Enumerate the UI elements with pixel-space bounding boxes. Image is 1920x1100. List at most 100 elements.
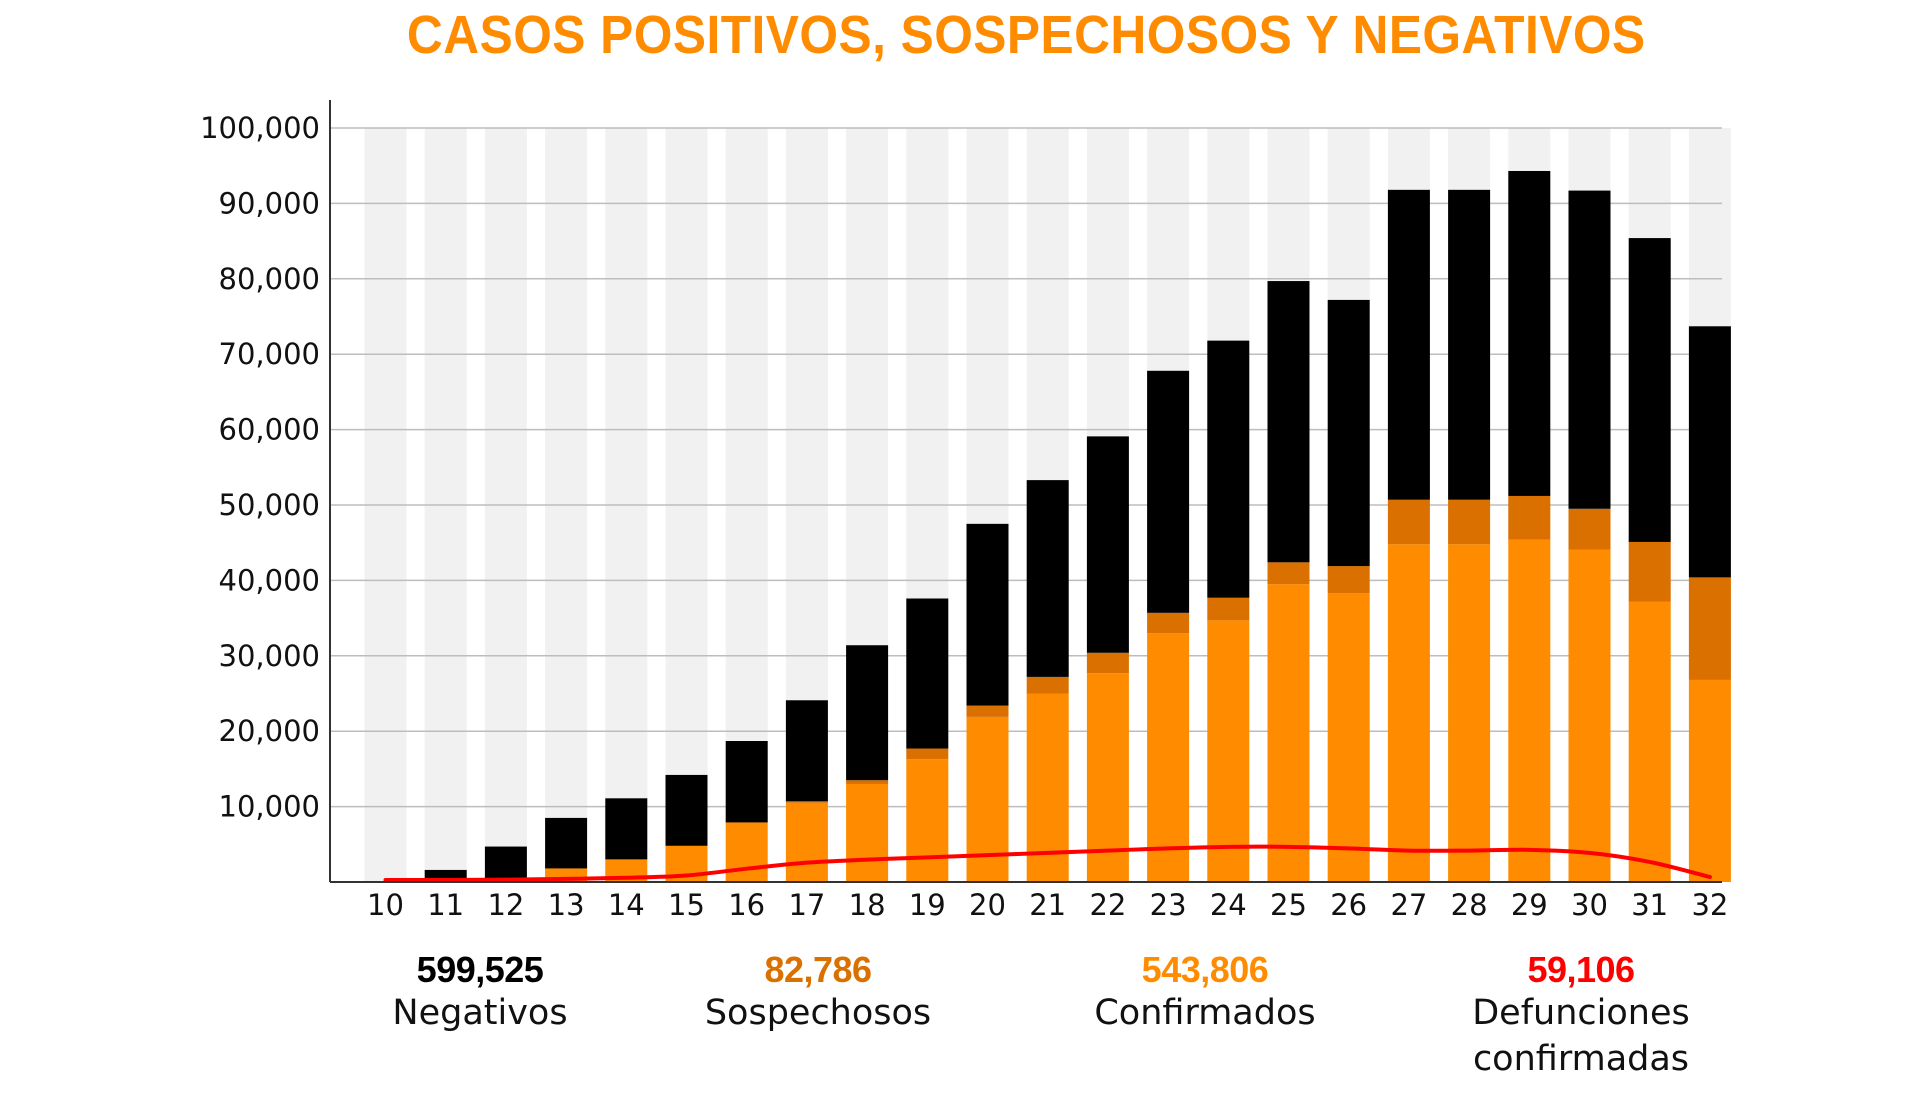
bar-negativos (484, 846, 527, 879)
bar-negativos (966, 523, 1009, 706)
x-tick-label: 10 (367, 888, 404, 922)
bar-confirmados (785, 802, 828, 882)
bar-confirmados (725, 822, 768, 882)
bar-confirmados (1508, 539, 1551, 882)
bar-sospechosos (906, 748, 949, 760)
x-tick-label: 15 (668, 888, 705, 922)
summary-defunciones: 59,106 Defunciones confirmadas (1431, 950, 1731, 1082)
y-tick-label: 70,000 (219, 337, 320, 371)
bar-sospechosos (1628, 541, 1671, 602)
bar-sospechosos (1327, 566, 1370, 594)
chart: 10,000 20,000 30,000 40,000 50,000 60,000 70,0… (200, 100, 1731, 922)
bar-confirmados (1568, 549, 1611, 882)
summary-confirmados: 543,806 Confirmados (1055, 950, 1355, 1036)
summary-value-negativos: 599,525 (416, 949, 544, 990)
y-tick-label: 10,000 (219, 790, 320, 824)
bar-sospechosos (1448, 499, 1491, 545)
summary-sospechosos: 82,786 Sospechosos (668, 950, 968, 1036)
y-tick-label: 40,000 (219, 563, 320, 597)
axes (329, 100, 1722, 883)
x-tick-label: 21 (1029, 888, 1066, 922)
bar-negativos (1568, 190, 1611, 509)
bar-negativos (725, 741, 768, 823)
bar-sospechosos (1508, 495, 1551, 540)
bar-sospechosos (1086, 652, 1129, 674)
bar-sospechosos (1267, 562, 1310, 585)
bar-negativos (545, 817, 588, 869)
bar-confirmados (1267, 584, 1310, 882)
bar-negativos (1448, 189, 1491, 500)
summary-value-defunciones: 59,106 (1527, 949, 1635, 990)
summary-value-confirmados: 543,806 (1141, 949, 1269, 990)
x-axis-ticks: 10 11 12 13 14 15 16 17 18 19 20 21 22 23 24 25 26 27 28 29… (367, 888, 1728, 922)
x-tick-label: 11 (427, 888, 464, 922)
summary-label-sospechosos: Sospechosos (704, 993, 932, 1033)
bar-sospechosos (1568, 508, 1611, 550)
bar-negativos (1628, 238, 1671, 542)
bar-negativos (1508, 170, 1551, 496)
x-tick-label: 30 (1571, 888, 1608, 922)
y-tick-label: 100,000 (200, 111, 320, 145)
x-tick-label: 13 (548, 888, 585, 922)
y-tick-label: 50,000 (219, 488, 320, 522)
bar-confirmados (1207, 620, 1250, 882)
bar-sospechosos (785, 801, 828, 803)
bar-negativos (605, 798, 648, 860)
bar-negativos (785, 700, 828, 802)
y-tick-label: 90,000 (219, 186, 320, 220)
x-tick-label: 24 (1210, 888, 1247, 922)
x-tick-label: 17 (788, 888, 825, 922)
x-tick-label: 19 (909, 888, 946, 922)
bar-sospechosos (846, 780, 889, 784)
bar-negativos (665, 774, 708, 846)
summary-label-defunciones: Defunciones confirmadas (1472, 993, 1690, 1079)
x-tick-label: 31 (1631, 888, 1668, 922)
x-tick-label: 12 (487, 888, 524, 922)
bar-sospechosos (1688, 577, 1731, 680)
summary-label-confirmados: Confirmados (1094, 993, 1316, 1033)
bar-sospechosos (1207, 597, 1250, 621)
bar-confirmados (1448, 544, 1491, 882)
bar-sospechosos (966, 705, 1009, 717)
summary-label-negativos: Negativos (392, 993, 568, 1033)
bar-confirmados (846, 783, 889, 882)
deaths-line-layer (383, 844, 1712, 883)
bar-confirmados (1387, 544, 1430, 882)
y-tick-label: 60,000 (219, 413, 320, 447)
bar-confirmados (1086, 673, 1129, 882)
y-tick-label: 80,000 (219, 262, 320, 296)
x-tick-label: 28 (1451, 888, 1488, 922)
x-tick-label: 20 (969, 888, 1006, 922)
bar-confirmados (906, 759, 949, 882)
y-tick-label: 30,000 (219, 639, 320, 673)
bar-negativos (906, 598, 949, 749)
bar-sospechosos (1387, 499, 1430, 545)
chart-title: CASOS POSITIVOS, SOSPECHOSOS Y NEGATIVOS (406, 5, 1646, 65)
bar-negativos (1207, 340, 1250, 598)
summary-value-sospechosos: 82,786 (764, 949, 872, 990)
x-tick-label: 29 (1511, 888, 1548, 922)
bar-sospechosos (1147, 612, 1190, 634)
x-tick-label: 25 (1270, 888, 1307, 922)
x-tick-label: 22 (1089, 888, 1126, 922)
bar-negativos (1688, 326, 1731, 578)
bar-negativos (1387, 189, 1430, 500)
bars (424, 170, 1731, 882)
x-tick-label: 23 (1150, 888, 1187, 922)
bar-negativos (1147, 370, 1190, 613)
bar-negativos (424, 869, 467, 882)
y-tick-label: 20,000 (219, 714, 320, 748)
bar-negativos (1026, 480, 1069, 677)
bar-negativos (1267, 281, 1310, 563)
x-tick-label: 16 (728, 888, 765, 922)
x-tick-label: 18 (849, 888, 886, 922)
deaths-line (383, 844, 1712, 883)
bar-negativos (846, 645, 889, 781)
bar-confirmados (1688, 679, 1731, 882)
bar-confirmados (1147, 633, 1190, 882)
y-axis-ticks: 10,000 20,000 30,000 40,000 50,000 60,000 70,0… (200, 111, 320, 824)
bar-confirmados (1628, 601, 1671, 882)
bar-confirmados (1327, 593, 1370, 882)
x-tick-label: 27 (1390, 888, 1427, 922)
x-tick-label: 14 (608, 888, 645, 922)
